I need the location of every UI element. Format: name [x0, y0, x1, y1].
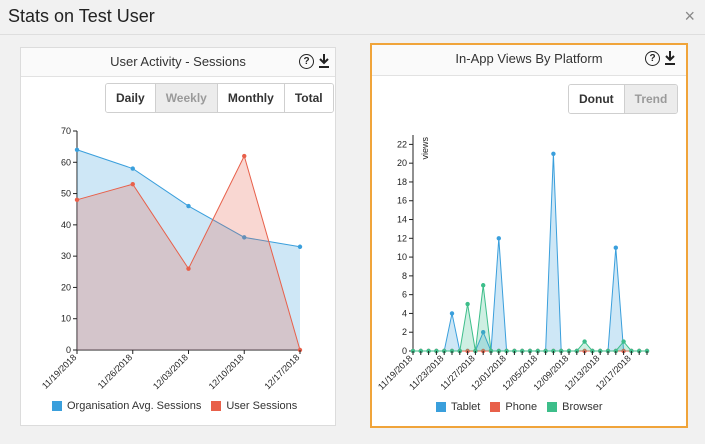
- y-tick-label: 6: [402, 290, 407, 300]
- legend-label: Organisation Avg. Sessions: [67, 400, 202, 412]
- legend-label: Browser: [562, 401, 603, 413]
- data-point: [449, 311, 455, 316]
- series-area-1: [77, 156, 300, 350]
- y-tick-label: 20: [397, 158, 407, 168]
- platform-views-chart: views024681012141618202211/19/201811/23/…: [376, 135, 650, 392]
- x-tick-label: 12/17/2018: [262, 352, 301, 391]
- panel-header: In-App Views By Platform ?: [372, 45, 686, 76]
- help-icon[interactable]: ?: [645, 51, 660, 66]
- y-tick-label: 70: [61, 126, 71, 136]
- chart-legend: Tablet Phone Browser: [436, 401, 613, 413]
- legend-label: Tablet: [451, 401, 481, 413]
- legend-swatch: [211, 401, 222, 411]
- y-tick-label: 14: [397, 215, 407, 225]
- close-icon[interactable]: ×: [684, 6, 695, 26]
- y-tick-label: 16: [397, 196, 407, 206]
- data-point: [130, 181, 135, 187]
- x-tick-label: 11/26/2018: [96, 352, 134, 390]
- panel-title: In-App Views By Platform: [455, 51, 603, 66]
- y-tick-label: 50: [61, 189, 71, 199]
- data-point: [582, 339, 587, 344]
- legend-item-tablet[interactable]: Tablet: [436, 401, 480, 413]
- series-area-0: [413, 153, 647, 351]
- data-point: [621, 339, 626, 344]
- help-icon[interactable]: ?: [299, 54, 314, 69]
- y-tick-label: 4: [402, 308, 407, 318]
- legend-swatch: [52, 401, 62, 411]
- y-tick-label: 0: [402, 346, 407, 356]
- trend-button[interactable]: Trend: [623, 85, 678, 113]
- data-point: [297, 244, 303, 249]
- legend-label: User Sessions: [226, 400, 298, 412]
- data-point: [186, 203, 191, 209]
- y-axis-title: views: [420, 137, 430, 160]
- y-tick-label: 60: [61, 157, 71, 167]
- data-point: [130, 166, 135, 171]
- panel-title: User Activity - Sessions: [110, 54, 246, 69]
- series-area-0: [77, 149, 300, 350]
- legend-swatch: [490, 402, 501, 412]
- legend-swatch: [547, 402, 558, 412]
- chart-legend: Organisation Avg. Sessions User Sessions: [52, 400, 307, 412]
- legend-item-browser[interactable]: Browser: [547, 401, 603, 413]
- y-tick-label: 30: [61, 251, 71, 261]
- data-point: [74, 197, 80, 203]
- data-point: [186, 266, 191, 271]
- y-tick-label: 20: [61, 282, 71, 292]
- data-point: [74, 147, 80, 152]
- legend-item-phone[interactable]: Phone: [490, 401, 537, 413]
- panel-header: User Activity - Sessions ?: [21, 48, 335, 77]
- x-tick-label: 11/19/2018: [40, 352, 78, 390]
- download-icon[interactable]: [318, 53, 330, 69]
- weekly-button[interactable]: Weekly: [154, 84, 217, 112]
- data-point: [613, 245, 618, 250]
- daily-button[interactable]: Daily: [106, 84, 155, 112]
- modal-title: Stats on Test User: [8, 6, 155, 26]
- data-point: [242, 235, 247, 240]
- data-point: [242, 153, 247, 159]
- series-area-2: [413, 285, 647, 351]
- download-icon[interactable]: [664, 50, 676, 66]
- donut-button[interactable]: Donut: [569, 85, 624, 113]
- legend-item-org-avg[interactable]: Organisation Avg. Sessions: [52, 400, 201, 412]
- y-tick-label: 2: [402, 327, 407, 337]
- legend-item-user-sessions[interactable]: User Sessions: [211, 400, 297, 412]
- y-tick-label: 18: [397, 177, 407, 187]
- data-point: [481, 283, 486, 288]
- y-tick-label: 10: [61, 314, 71, 324]
- y-tick-label: 0: [66, 345, 71, 355]
- user-activity-panel: User Activity - Sessions ? Daily Weekly …: [20, 47, 336, 426]
- in-app-views-panel: In-App Views By Platform ? Donut Trend v…: [370, 43, 688, 428]
- data-point: [465, 301, 470, 307]
- data-point: [551, 151, 556, 156]
- y-tick-label: 8: [402, 271, 407, 281]
- total-button[interactable]: Total: [283, 84, 333, 112]
- sessions-chart: 0 10 20 30 40 50 60 70 11/19/2018 11/26/2018 12/03…: [40, 126, 303, 391]
- y-tick-label: 40: [61, 220, 71, 230]
- y-tick-label: 10: [397, 252, 407, 262]
- legend-swatch: [436, 402, 446, 412]
- data-point: [481, 330, 486, 335]
- monthly-button[interactable]: Monthly: [216, 84, 284, 112]
- modal-header: Stats on Test User ×: [0, 0, 705, 35]
- y-tick-label: 12: [397, 233, 407, 243]
- data-point: [496, 236, 501, 241]
- x-tick-label: 12/03/2018: [151, 352, 190, 391]
- legend-label: Phone: [505, 401, 538, 413]
- period-toggle: Daily Weekly Monthly Total: [105, 83, 334, 113]
- y-tick-label: 22: [397, 139, 407, 149]
- view-toggle: Donut Trend: [568, 84, 679, 114]
- x-tick-label: 12/10/2018: [207, 352, 246, 391]
